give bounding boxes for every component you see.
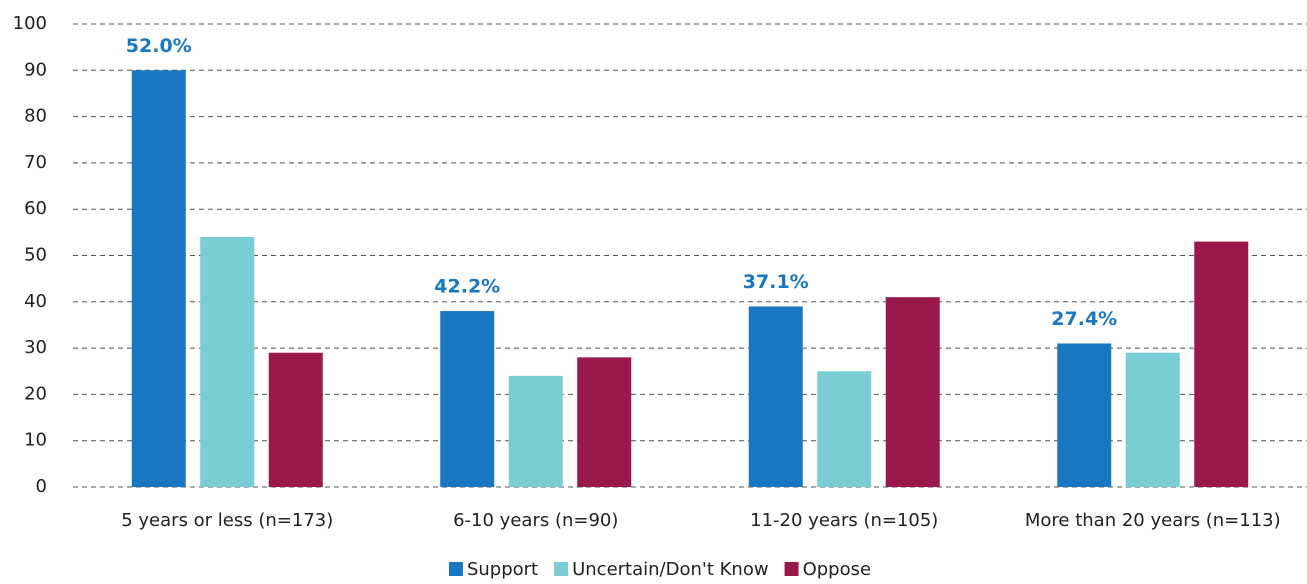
bar — [885, 297, 940, 487]
bar — [200, 236, 255, 487]
legend-swatch — [554, 562, 569, 576]
bar — [268, 352, 323, 487]
bar — [131, 70, 186, 488]
y-tick-label: 80 — [24, 106, 47, 127]
y-tick-label: 100 — [13, 13, 47, 34]
bar-annotation: 52.0% — [126, 35, 192, 57]
legend-label: Oppose — [803, 559, 871, 580]
bar — [1057, 343, 1112, 487]
y-tick-label: 40 — [24, 291, 47, 312]
legend-swatch — [448, 562, 463, 576]
y-tick-label: 30 — [24, 337, 47, 358]
bar — [748, 306, 803, 487]
y-tick-label: 70 — [24, 152, 47, 173]
bar-annotation: 42.2% — [434, 276, 500, 298]
x-tick-label: 5 years or less (n=173) — [121, 510, 333, 531]
x-tick-label: 11-20 years (n=105) — [750, 510, 938, 531]
legend-label: Support — [467, 559, 538, 580]
y-tick-label: 10 — [24, 430, 47, 451]
y-tick-label: 60 — [24, 198, 47, 219]
bar — [440, 311, 495, 487]
y-tick-label: 50 — [24, 245, 47, 266]
legend-label: Uncertain/Don't Know — [572, 559, 768, 580]
x-tick-label: 6-10 years (n=90) — [453, 510, 618, 531]
y-tick-label: 0 — [36, 476, 47, 497]
bar — [1125, 352, 1180, 487]
y-tick-label: 20 — [24, 383, 47, 404]
legend-swatch — [784, 562, 799, 576]
y-tick-label: 90 — [24, 59, 47, 80]
bar — [577, 357, 632, 487]
bar — [817, 371, 872, 487]
bar-annotation: 27.4% — [1051, 308, 1117, 330]
x-tick-label: More than 20 years (n=113) — [1025, 510, 1281, 531]
bar — [508, 375, 563, 487]
bar — [1194, 241, 1249, 487]
bar-annotation: 37.1% — [743, 271, 809, 293]
